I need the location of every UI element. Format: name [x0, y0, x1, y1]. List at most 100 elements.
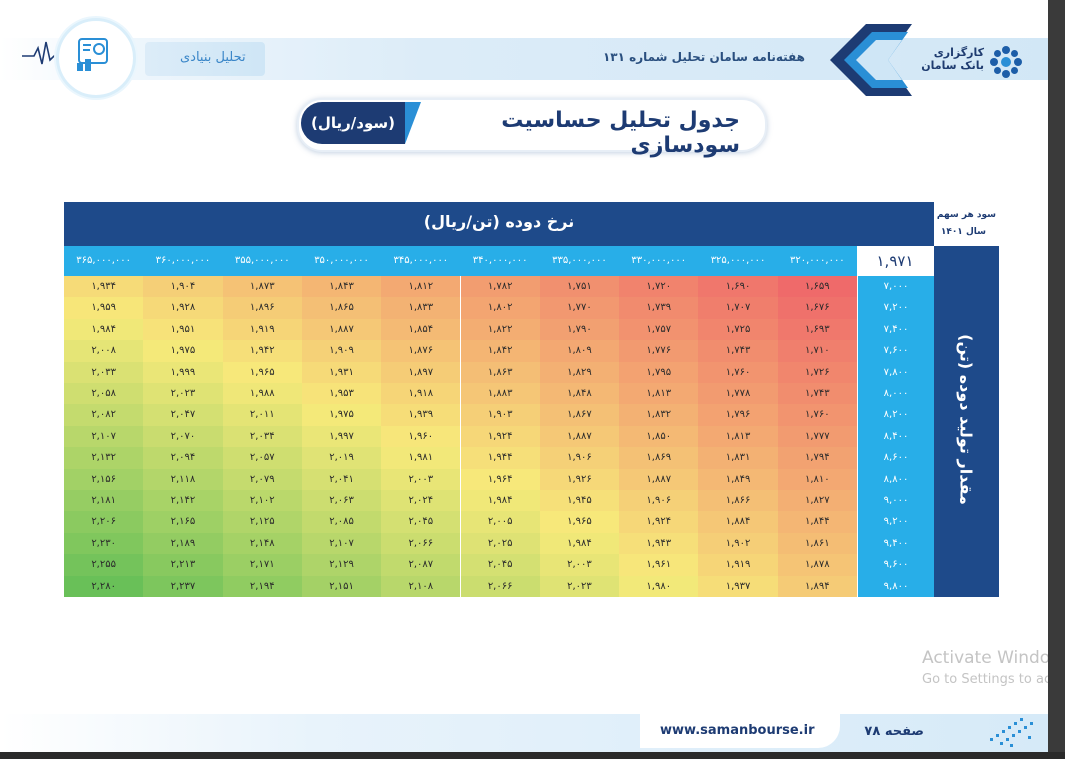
eps-value-cell: ۱,۷۷۰ — [539, 297, 620, 319]
eps-value-cell: ۲,۱۴۸ — [222, 532, 302, 555]
production-cell: ۷,۲۰۰ — [883, 302, 909, 314]
production-cell: ۷,۴۰۰ — [883, 323, 909, 335]
eps-value-cell: ۱,۹۶۵ — [539, 511, 620, 533]
footer-tab — [640, 714, 840, 748]
base-eps-cell: ۱,۹۷۱ — [858, 249, 932, 273]
eps-value-cell: ۱,۹۳۴ — [64, 276, 144, 298]
eps-value-cell: ۱,۷۴۳ — [777, 383, 857, 405]
eps-value-cell: ۱,۸۶۳ — [460, 361, 540, 383]
production-cell: ۸,۲۰۰ — [883, 409, 909, 421]
eps-value-cell: ۱,۹۲۸ — [143, 297, 223, 319]
eps-value-cell: ۲,۱۵۱ — [301, 575, 382, 597]
saman-logo-icon — [990, 46, 1022, 78]
eps-value-cell: ۲,۰۴۱ — [301, 468, 382, 490]
eps-value-cell: ۲,۲۳۰ — [64, 532, 144, 555]
eps-value-cell: ۱,۸۳۲ — [619, 404, 699, 426]
price-header-cell: ۳۲۵,۰۰۰,۰۰۰ — [710, 255, 766, 266]
eps-value-cell: ۱,۷۲۰ — [619, 276, 699, 298]
eps-value-cell: ۱,۹۷۵ — [143, 340, 223, 362]
price-header-cell: ۳۵۰,۰۰۰,۰۰۰ — [314, 255, 369, 266]
eps-value-cell: ۲,۰۴۷ — [143, 404, 223, 426]
eps-value-cell: ۲,۰۴۵ — [381, 511, 461, 533]
eps-value-cell: ۱,۸۴۹ — [698, 468, 778, 490]
eps-value-cell: ۱,۹۰۲ — [698, 532, 778, 555]
price-header-cell: ۳۴۰,۰۰۰,۰۰۰ — [472, 255, 528, 266]
eps-value-cell: ۲,۱۲۹ — [301, 554, 382, 576]
eps-value-cell: ۲,۲۳۷ — [143, 575, 223, 597]
eps-value-cell: ۱,۸۹۷ — [381, 361, 461, 383]
eps-value-cell: ۱,۸۴۳ — [301, 276, 382, 298]
eps-value-cell: ۱,۸۴۸ — [539, 383, 620, 405]
eps-value-cell: ۲,۱۰۲ — [222, 490, 302, 512]
viewer-bottom — [0, 752, 1065, 759]
eps-value-cell: ۱,۷۶۰ — [777, 404, 857, 426]
eps-value-cell: ۱,۹۵۱ — [143, 318, 223, 341]
eps-value-cell: ۱,۷۹۰ — [539, 318, 620, 341]
eps-value-cell: ۱,۸۹۴ — [777, 575, 857, 597]
production-cell: ۷,۰۰۰ — [883, 281, 909, 292]
eps-value-cell: ۲,۲۱۳ — [143, 554, 223, 576]
eps-value-cell: ۱,۸۲۹ — [539, 361, 620, 383]
eps-value-cell: ۱,۹۳۹ — [381, 404, 461, 426]
eps-value-cell: ۱,۹۱۹ — [698, 554, 778, 576]
eps-value-cell: ۱,۸۰۹ — [539, 340, 620, 362]
eps-value-cell: ۱,۹۲۴ — [460, 425, 540, 448]
production-cell: ۸,۶۰۰ — [883, 452, 909, 464]
price-header-cell: ۳۵۵,۰۰۰,۰۰۰ — [234, 255, 290, 266]
eps-value-cell: ۱,۹۴۳ — [619, 532, 699, 555]
eps-value-cell: ۲,۰۸۷ — [381, 554, 461, 576]
production-cell: ۸,۰۰۰ — [883, 388, 909, 399]
price-header-cell: ۳۴۵,۰۰۰,۰۰۰ — [393, 255, 449, 266]
eps-value-cell: ۱,۹۸۸ — [222, 383, 302, 405]
footer-band — [0, 714, 1048, 752]
eps-value-cell: ۱,۷۹۶ — [698, 404, 778, 426]
eps-value-cell: ۱,۹۵۳ — [301, 383, 382, 405]
eps-value-cell: ۲,۰۷۰ — [143, 425, 223, 448]
eps-value-cell: ۲,۰۰۳ — [539, 554, 620, 576]
eps-value-cell: ۱,۸۱۰ — [777, 468, 857, 490]
eps-value-cell: ۱,۹۸۴ — [539, 532, 620, 555]
eps-value-cell: ۱,۹۰۹ — [301, 340, 382, 362]
eps-value-cell: ۱,۸۶۱ — [777, 532, 857, 555]
eps-value-cell: ۲,۱۰۷ — [301, 532, 382, 555]
production-cell: ۷,۶۰۰ — [883, 345, 909, 357]
eps-value-cell: ۱,۷۴۳ — [698, 340, 778, 362]
eps-value-cell: ۱,۷۲۶ — [777, 361, 857, 383]
eps-value-cell: ۲,۰۸۵ — [301, 511, 382, 533]
eps-value-cell: ۱,۶۹۳ — [777, 318, 857, 341]
price-header-cell: ۳۳۵,۰۰۰,۰۰۰ — [552, 255, 607, 266]
eps-value-cell: ۱,۹۸۴ — [64, 318, 144, 341]
website-link[interactable]: www.samanbourse.ir — [660, 723, 815, 738]
eps-value-cell: ۱,۸۱۳ — [698, 425, 778, 448]
eps-value-cell: ۱,۹۰۶ — [619, 490, 699, 512]
production-column — [858, 276, 934, 597]
eps-value-cell: ۲,۱۳۲ — [64, 447, 144, 469]
table-column-header — [64, 202, 934, 246]
title-unit-accent — [405, 102, 421, 144]
eps-value-cell: ۲,۱۵۶ — [64, 468, 144, 490]
eps-value-cell: ۱,۷۷۷ — [777, 425, 857, 448]
eps-value-cell: ۱,۹۵۹ — [64, 297, 144, 319]
eps-value-cell: ۱,۹۲۶ — [539, 468, 620, 490]
eps-value-cell: ۱,۸۷۸ — [777, 554, 857, 576]
eps-value-cell: ۱,۸۶۷ — [539, 404, 620, 426]
price-header-cell: ۳۲۰,۰۰۰,۰۰۰ — [789, 255, 845, 266]
analysis-badge — [56, 18, 136, 98]
production-cell: ۹,۴۰۰ — [883, 537, 909, 549]
production-cell: ۹,۸۰۰ — [883, 580, 909, 592]
column-header-label: نرخ دوده (تن/ریال) — [423, 212, 575, 231]
eps-value-cell: ۲,۰۰۵ — [460, 511, 540, 533]
eps-value-cell: ۲,۰۶۳ — [301, 490, 382, 512]
eps-value-cell: ۱,۸۲۷ — [777, 490, 857, 512]
eps-value-cell: ۲,۱۸۹ — [143, 532, 223, 555]
price-header-row — [64, 246, 857, 276]
page-title: جدول تحلیل حساسیت سودسازی — [501, 108, 740, 158]
eps-value-cell: ۲,۰۲۳ — [539, 575, 620, 597]
price-header-cell: ۳۶۰,۰۰۰,۰۰۰ — [155, 255, 211, 266]
eps-value-cell: ۲,۱۰۷ — [64, 425, 144, 448]
eps-value-cell: ۲,۱۹۴ — [222, 575, 302, 597]
eps-value-cell: ۱,۸۷۳ — [222, 276, 302, 298]
eps-value-cell: ۱,۷۶۰ — [698, 361, 778, 383]
page-number: صفحه ۷۸ — [864, 724, 924, 739]
eps-value-cell: ۲,۱۴۲ — [143, 490, 223, 512]
